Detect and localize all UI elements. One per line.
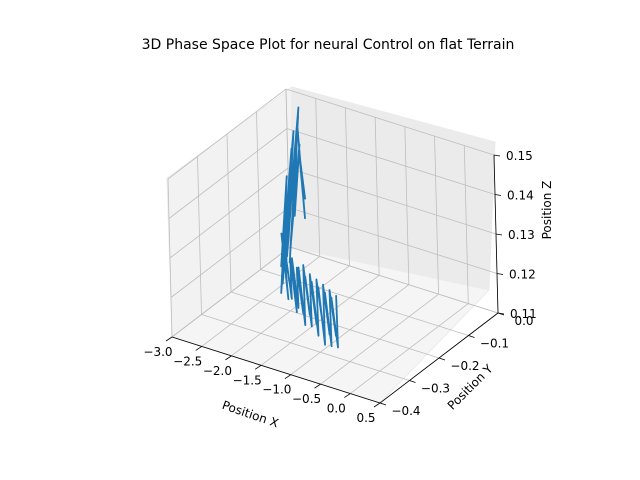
trajectory-line-0 (280, 106, 339, 349)
z-gridline-left (168, 128, 288, 219)
x-tick-mark (254, 364, 262, 370)
x-tick-mark (195, 346, 202, 351)
x-tick-label: −3.0 (143, 345, 172, 359)
z-gridline-back (289, 246, 499, 314)
z-tick-mark (493, 154, 501, 157)
x-tick-mark (344, 393, 351, 398)
x-tick-label: −1.5 (233, 373, 262, 387)
y-tick-mark (409, 380, 416, 383)
z-gridline-left (170, 207, 290, 298)
y-tick-mark (438, 357, 446, 361)
z-gridline-back (285, 88, 495, 156)
z-gridline-back (288, 207, 498, 274)
y-tick-label: −0.3 (421, 382, 450, 396)
z-tick-mark (494, 194, 502, 196)
chart-title: 3D Phase Space Plot for neural Control o… (142, 37, 515, 53)
y-tick-label: −0.1 (480, 337, 509, 351)
x-tick-mark (225, 355, 232, 361)
z-gridline-back (287, 167, 497, 235)
y-tick-mark (468, 335, 475, 338)
x-tick-label: 0.5 (356, 411, 375, 425)
z-tick-mark (495, 233, 503, 236)
x-tick-mark (284, 374, 292, 380)
z-tick-label: 0.13 (508, 228, 535, 242)
y-gridline-floor (201, 314, 410, 381)
x-axis-line (171, 336, 381, 404)
x-axis-label: Position X (220, 398, 280, 430)
y-tick-label: −0.2 (450, 359, 479, 373)
x-tick-label: −0.5 (292, 392, 321, 406)
z-gridline-left (169, 167, 289, 259)
z-gridline-left (167, 88, 287, 180)
y-tick-label: 0.0 (514, 314, 533, 328)
z-gridline-back (286, 128, 496, 195)
x-tick-label: −1.0 (262, 383, 291, 397)
z-axis-label: Position Z (540, 181, 554, 240)
y-tick-mark (379, 402, 387, 406)
x-tick-mark (165, 336, 173, 342)
z-gridline-left (171, 246, 291, 338)
y-tick-label: −0.4 (391, 404, 420, 418)
x-tick-mark (373, 402, 381, 408)
x-tick-label: −2.5 (173, 354, 202, 368)
x-tick-label: −2.0 (203, 364, 232, 378)
z-tick-label: 0.15 (506, 149, 533, 163)
x-tick-mark (314, 383, 321, 389)
axis-layer: −3.0−2.5−2.0−1.5−1.0−0.50.00.5 −0.4−0.3−0… (143, 149, 536, 425)
series-layer (280, 106, 339, 349)
z-tick-label: 0.11 (510, 307, 537, 321)
z-tick-mark (497, 312, 505, 315)
x-tick-label: 0.0 (327, 402, 346, 416)
z-tick-mark (496, 273, 504, 275)
z-tick-label: 0.14 (507, 189, 534, 203)
z-tick-label: 0.12 (509, 268, 536, 282)
